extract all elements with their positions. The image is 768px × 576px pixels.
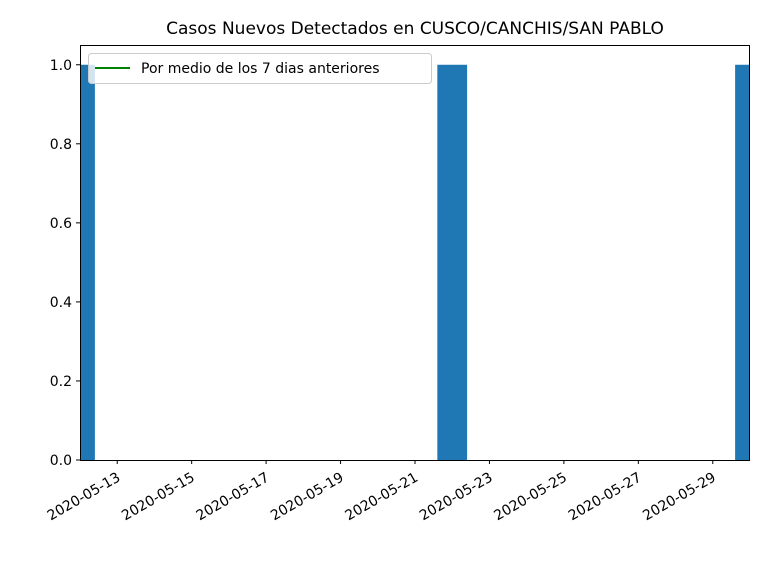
y-tick-label: 0.2 [50,374,72,390]
y-tick-label: 0.4 [50,295,72,311]
bar [735,64,750,460]
y-tick-label: 1.0 [50,58,72,74]
y-tick-label: 0.8 [50,137,72,153]
legend-box [88,53,432,84]
bar [437,64,468,460]
y-tick-label: 0.6 [50,216,72,232]
chart-title: Casos Nuevos Detectados en CUSCO/CANCHIS… [166,19,664,39]
legend-label: Por medio de los 7 dias anteriores [141,61,380,77]
plot-area [80,64,750,460]
bar [80,64,95,460]
y-tick-label: 0.0 [50,453,72,469]
